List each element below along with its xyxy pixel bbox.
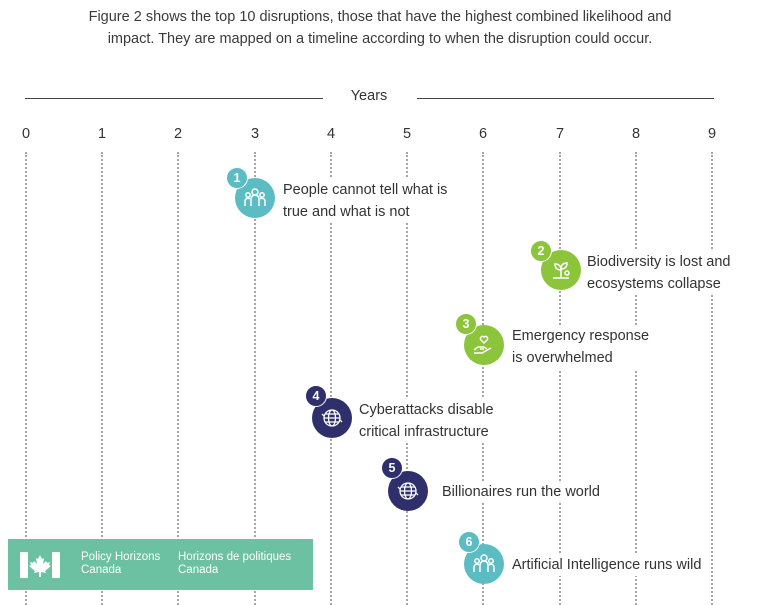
policy-horizons-logo: Policy Horizons Canada Horizons de politi… (8, 539, 313, 590)
disruption-label: Billionaires run the world (440, 481, 602, 503)
disruption-number-badge: 4 (305, 385, 327, 407)
logo-text-fr: Horizons de politiques Canada (178, 551, 292, 576)
disruption-number-badge: 1 (226, 167, 248, 189)
disruption-label: Emergency response is overwhelmed (510, 325, 652, 369)
year-line-9 (711, 152, 713, 605)
tick-label-5: 5 (402, 126, 412, 142)
disruption-label: Artificial Intelligence runs wild (510, 554, 704, 576)
tick-label-2: 2 (173, 126, 183, 142)
intro-text: Figure 2 shows the top 10 disruptions, t… (40, 6, 720, 50)
tick-label-6: 6 (478, 126, 488, 142)
tick-label-7: 7 (555, 126, 565, 142)
tick-label-0: 0 (21, 126, 31, 142)
canada-flag-icon (20, 552, 60, 578)
tick-label-9: 9 (707, 126, 717, 142)
hands-heart-icon (464, 325, 504, 365)
axis-rule-right (417, 98, 714, 99)
intro-line-2: impact. They are mapped on a timeline ac… (107, 31, 653, 47)
year-line-7 (559, 152, 561, 605)
tick-label-4: 4 (326, 126, 336, 142)
plant-icon (541, 250, 581, 290)
year-line-8 (635, 152, 637, 605)
disruption-label: Cyberattacks disable critical infrastruct… (357, 399, 496, 443)
year-line-3 (254, 152, 256, 605)
axis-title: Years (350, 88, 388, 104)
disruption-label: People cannot tell what is true and what … (281, 179, 450, 223)
disruption-label: Biodiversity is lost and ecosystems colla… (585, 251, 733, 295)
disruption-number-badge: 6 (458, 531, 480, 553)
tick-label-1: 1 (97, 126, 107, 142)
year-line-1 (101, 152, 103, 605)
tick-label-3: 3 (250, 126, 260, 142)
disruption-number-badge: 5 (381, 457, 403, 479)
logo-text-en: Policy Horizons Canada (81, 551, 161, 576)
disruption-number-badge: 2 (530, 240, 552, 262)
year-line-4 (330, 152, 332, 605)
tick-label-8: 8 (631, 126, 641, 142)
intro-line-1: Figure 2 shows the top 10 disruptions, t… (88, 9, 672, 25)
year-line-0 (25, 152, 27, 605)
year-line-6 (482, 152, 484, 605)
axis-rule-left (25, 98, 323, 99)
year-line-2 (177, 152, 179, 605)
disruption-number-badge: 3 (455, 313, 477, 335)
year-line-5 (406, 152, 408, 605)
